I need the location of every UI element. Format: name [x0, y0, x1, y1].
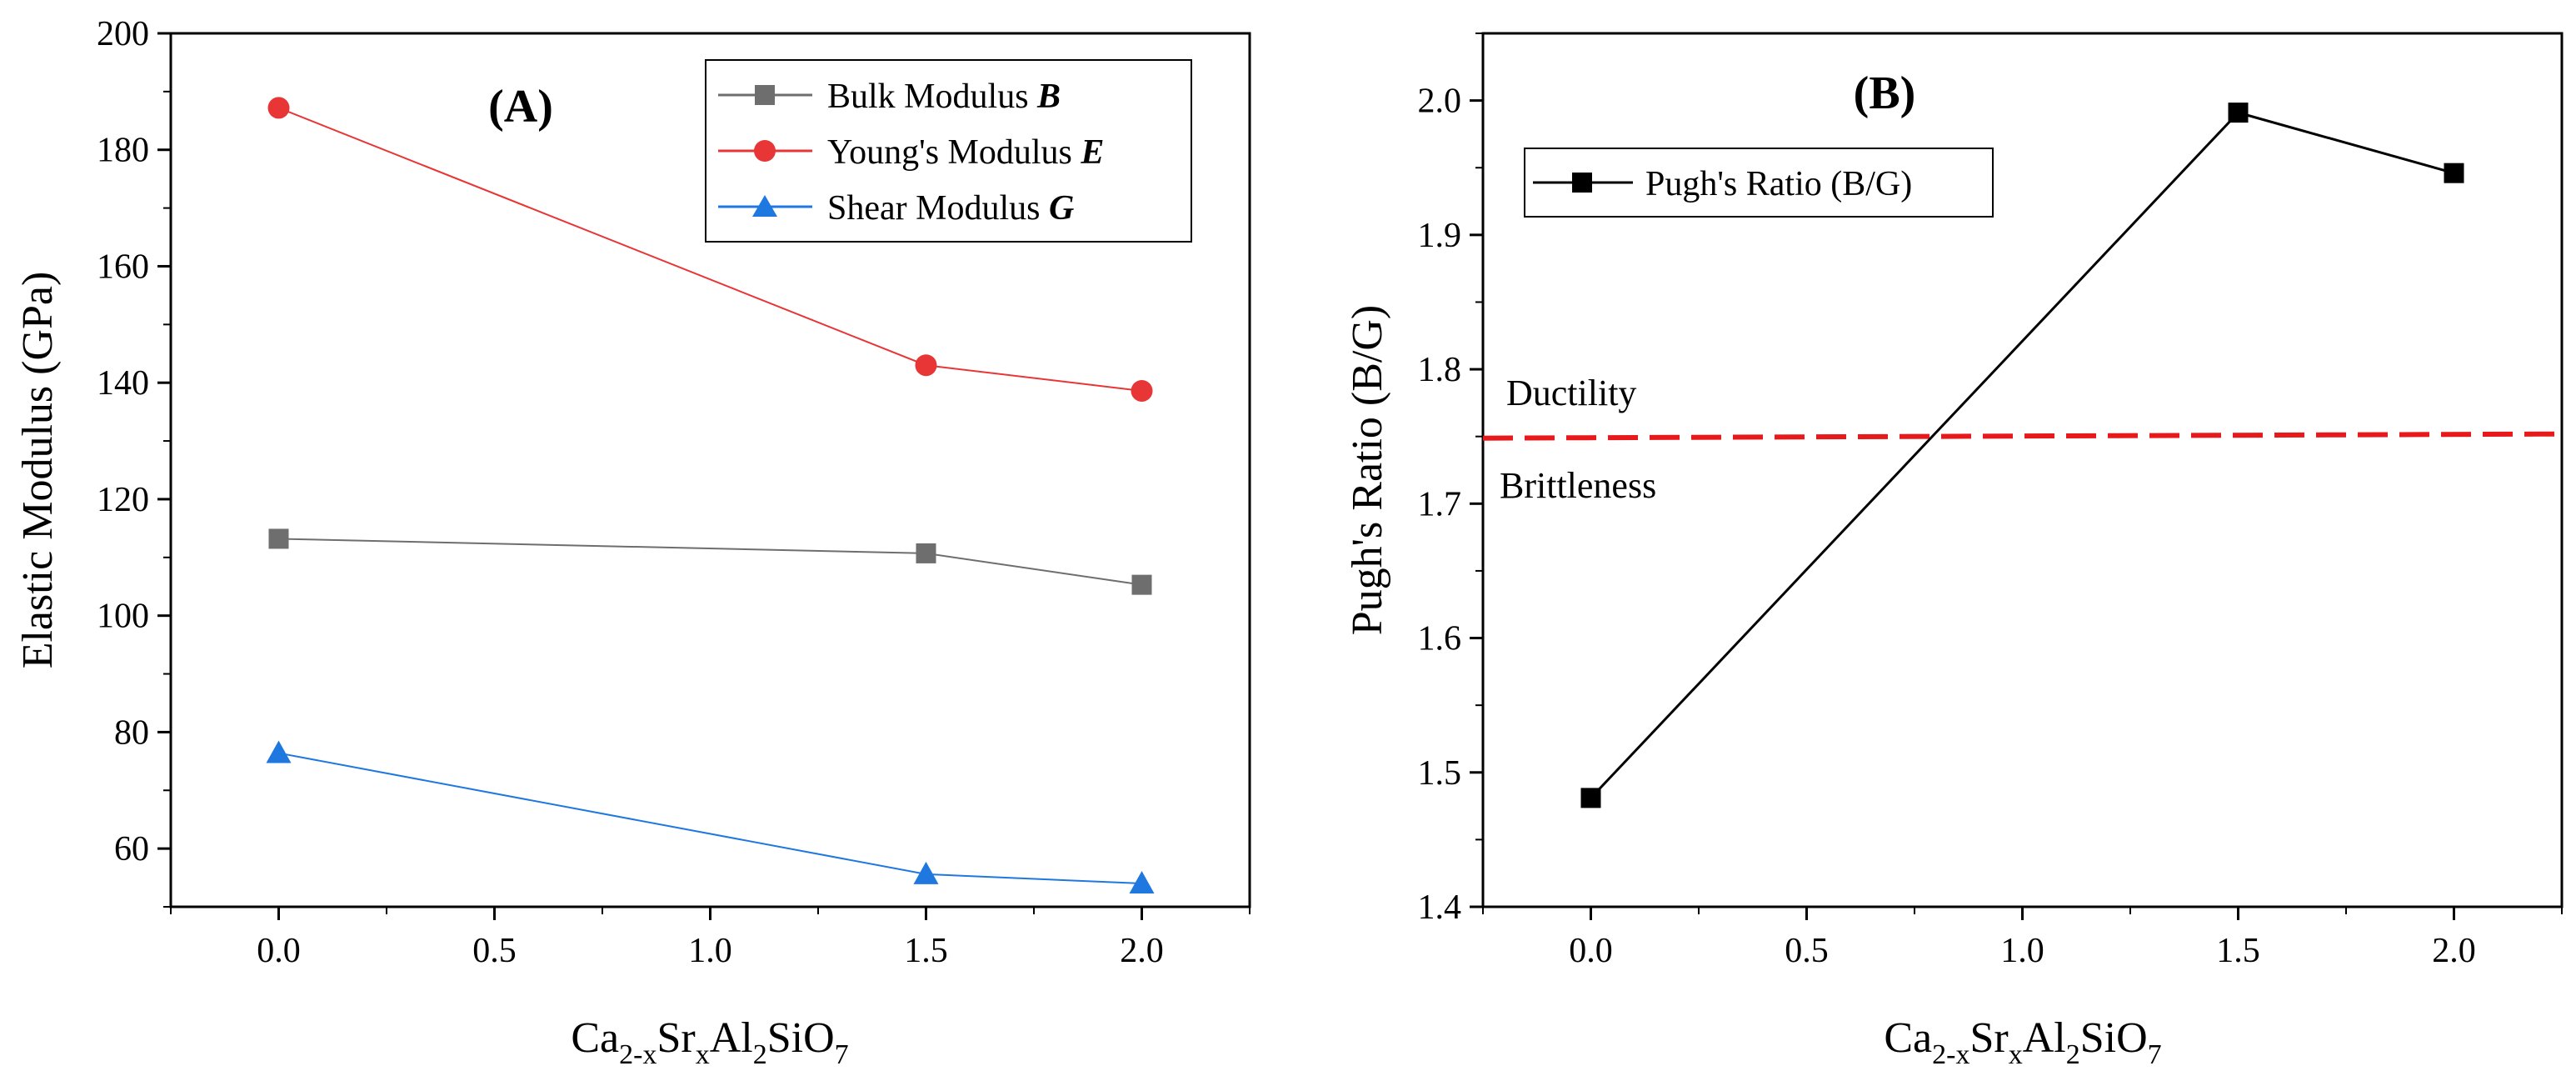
- y-tick-label: 80: [114, 713, 149, 752]
- x-tick-label: 1.5: [2216, 932, 2260, 970]
- y-tick-label: 1.6: [1418, 620, 1462, 658]
- x-tick-label: 1.5: [904, 932, 948, 970]
- x-title-ca: Ca: [1884, 1014, 1932, 1062]
- x-title-al: Al: [2023, 1014, 2066, 1062]
- x-tick-label: 0.5: [1785, 932, 1829, 970]
- y-tick-label: 160: [97, 248, 149, 286]
- threshold-line: [1482, 431, 2563, 441]
- y-tick-label: 1.5: [1418, 754, 1462, 793]
- data-point-bulk: [268, 528, 289, 549]
- panel-a-label: (A): [488, 81, 553, 133]
- brittleness-label: Brittleness: [1500, 465, 1656, 506]
- y-tick-label: 1.4: [1418, 888, 1462, 927]
- x-tick-label: 0.0: [1569, 932, 1613, 970]
- data-point-bulk: [916, 543, 936, 563]
- legend-marker-shear: [752, 195, 777, 217]
- x-tick-label: 1.0: [688, 932, 732, 970]
- series-line-bulk: [278, 538, 1142, 586]
- x-tick-label: 0.0: [257, 932, 301, 970]
- x-title-sub-7: 7: [2148, 1039, 2162, 1070]
- panel-a-y-axis-title: Elastic Modulus (GPa): [14, 272, 62, 669]
- x-title-sub-2: 2: [753, 1039, 767, 1070]
- legend-label-bulk: Bulk Modulus B: [827, 78, 1061, 116]
- panel-b-x-axis-title: Ca2-xSrxAl2SiO7: [1884, 1014, 2161, 1070]
- y-tick-label: 200: [97, 15, 149, 53]
- data-point-pugh: [2228, 103, 2249, 123]
- legend-label-pugh: Pugh's Ratio (B/G): [1645, 165, 1912, 203]
- panel-a-series: [266, 97, 1155, 894]
- y-tick-label: 100: [97, 598, 149, 636]
- y-tick-label: 1.8: [1418, 351, 1462, 389]
- panel-b: 0.0 0.5 1.0 1.5 2.0 1.4 1.5 1.6 1.7 1.8 1.9 2.0 (B)…: [1344, 32, 2564, 1070]
- y-tick-label: 180: [97, 132, 149, 170]
- panel-a: 0.0 0.5 1.0 1.5 2.0 60 80 100 120 140 160 180 200 (A…: [14, 15, 1251, 1070]
- panel-b-threshold: [1482, 431, 2563, 441]
- x-title-sio: SiO: [767, 1014, 835, 1062]
- data-point-young: [1131, 379, 1153, 402]
- legend-marker-bulk: [755, 85, 775, 105]
- y-tick-label: 60: [114, 830, 149, 868]
- panel-a-x-axis-title: Ca2-xSrxAl2SiO7: [571, 1014, 848, 1070]
- x-title-al: Al: [710, 1014, 753, 1062]
- data-point-young: [915, 354, 937, 377]
- legend-label-shear: Shear Modulus G: [827, 189, 1074, 228]
- x-title-sr: Sr: [1969, 1014, 2008, 1062]
- panel-b-y-axis-title: Pugh's Ratio (B/G): [1344, 305, 1391, 636]
- x-title-ca: Ca: [571, 1014, 619, 1062]
- x-tick-label: 1.0: [2000, 932, 2044, 970]
- x-title-sub-2: 2: [2066, 1039, 2080, 1070]
- data-point-pugh: [2444, 163, 2464, 183]
- y-tick-label: 1.9: [1418, 217, 1462, 255]
- legend-marker-young: [754, 140, 776, 162]
- panel-b-legend: Pugh's Ratio (B/G): [1524, 148, 1994, 218]
- panel-b-series: [1580, 103, 2464, 808]
- x-tick-label: 2.0: [2432, 932, 2476, 970]
- y-tick-label: 1.7: [1418, 485, 1462, 523]
- data-point-bulk: [1131, 574, 1152, 595]
- x-title-sub-x: x: [696, 1039, 710, 1070]
- x-title-sub-2-x: 2-x: [1932, 1039, 1969, 1070]
- data-point-shear: [913, 861, 939, 884]
- panel-b-label: (B): [1854, 68, 1916, 119]
- data-point-shear: [266, 740, 292, 763]
- x-tick-label: 2.0: [1120, 932, 1164, 970]
- x-title-sub-2-x: 2-x: [619, 1039, 656, 1070]
- series-line-shear: [278, 752, 1142, 885]
- y-tick-label: 120: [97, 481, 149, 519]
- legend-marker-pugh: [1572, 173, 1592, 193]
- panel-a-ticks: 0.0 0.5 1.0 1.5 2.0 60 80 100 120 140 160 180 200: [97, 15, 1251, 970]
- data-point-shear: [1129, 871, 1155, 894]
- y-tick-label: 2.0: [1418, 83, 1462, 121]
- x-title-sr: Sr: [656, 1014, 695, 1062]
- ductility-label: Ductility: [1506, 373, 1636, 413]
- x-title-sub-x: x: [2009, 1039, 2023, 1070]
- data-point-young: [267, 97, 290, 119]
- y-tick-label: 140: [97, 364, 149, 403]
- panel-b-ticks: 0.0 0.5 1.0 1.5 2.0 1.4 1.5 1.6 1.7 1.8 1.9 2.0: [1418, 33, 2563, 970]
- data-point-pugh: [1580, 788, 1601, 808]
- legend-label-young: Young's Modulus E: [827, 133, 1104, 172]
- x-title-sub-7: 7: [835, 1039, 849, 1070]
- x-title-sio: SiO: [2080, 1014, 2148, 1062]
- x-tick-label: 0.5: [472, 932, 517, 970]
- panel-a-legend: Bulk Modulus B Young's Modulus E Shear M…: [705, 59, 1192, 243]
